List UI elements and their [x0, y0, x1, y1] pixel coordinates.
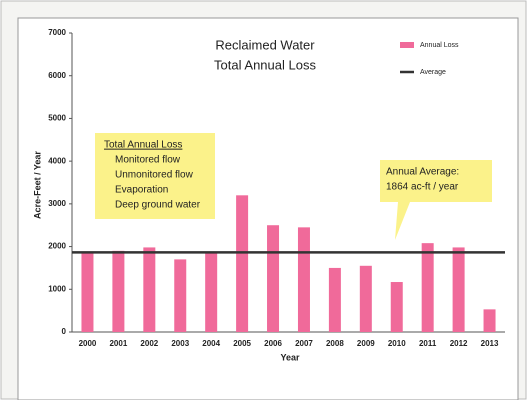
callout-text: Annual Average:	[386, 167, 459, 178]
y-tick-label: 1000	[48, 284, 66, 293]
bar	[267, 225, 280, 332]
x-tick-label: 2005	[233, 339, 251, 348]
bar	[483, 309, 496, 332]
x-tick-label: 2012	[450, 339, 468, 348]
x-tick-label: 2000	[79, 339, 97, 348]
y-tick-label: 5000	[48, 114, 66, 123]
bar	[390, 282, 403, 332]
legend-label: Average	[420, 69, 446, 76]
callout-text: 1864 ac-ft / year	[386, 182, 459, 193]
bar	[236, 195, 249, 332]
bar	[359, 265, 372, 332]
bar	[143, 247, 156, 332]
y-tick-label: 6000	[48, 71, 66, 80]
x-tick-label: 2004	[202, 339, 220, 348]
callout-box	[380, 160, 492, 240]
bar	[174, 259, 187, 332]
bar	[112, 250, 125, 332]
bar	[421, 243, 434, 332]
x-axis-label: Year	[280, 352, 300, 362]
x-tick-label: 2003	[171, 339, 189, 348]
chart-title: Total Annual Loss	[214, 57, 316, 72]
note-item: Evaporation	[115, 185, 168, 196]
note-item: Monitored flow	[115, 155, 181, 166]
legend-label: Annual Loss	[420, 42, 459, 49]
note-item: Deep ground water	[115, 200, 201, 211]
x-tick-label: 2009	[357, 339, 375, 348]
legend-swatch	[400, 42, 414, 48]
y-tick-label: 3000	[48, 199, 66, 208]
y-tick-label: 0	[62, 327, 67, 336]
x-tick-label: 2007	[295, 339, 313, 348]
x-tick-label: 2006	[264, 339, 282, 348]
x-tick-label: 2013	[481, 339, 499, 348]
x-tick-label: 2001	[109, 339, 127, 348]
x-tick-label: 2010	[388, 339, 406, 348]
note-box	[95, 133, 215, 219]
x-tick-label: 2008	[326, 339, 344, 348]
y-tick-label: 7000	[48, 28, 66, 37]
bar	[81, 252, 94, 332]
bar	[452, 247, 465, 332]
bar	[205, 251, 218, 332]
y-tick-label: 2000	[48, 242, 66, 251]
x-tick-label: 2011	[419, 339, 437, 348]
bar	[297, 227, 310, 332]
note-title: Total Annual Loss	[104, 140, 182, 151]
bar	[328, 267, 341, 332]
chart-title: Reclaimed Water	[215, 37, 315, 52]
x-tick-label: 2002	[140, 339, 158, 348]
note-item: Unmonitored flow	[115, 170, 194, 181]
y-tick-label: 4000	[48, 156, 66, 165]
y-axis-label: Acre-Feet / Year	[32, 151, 42, 219]
